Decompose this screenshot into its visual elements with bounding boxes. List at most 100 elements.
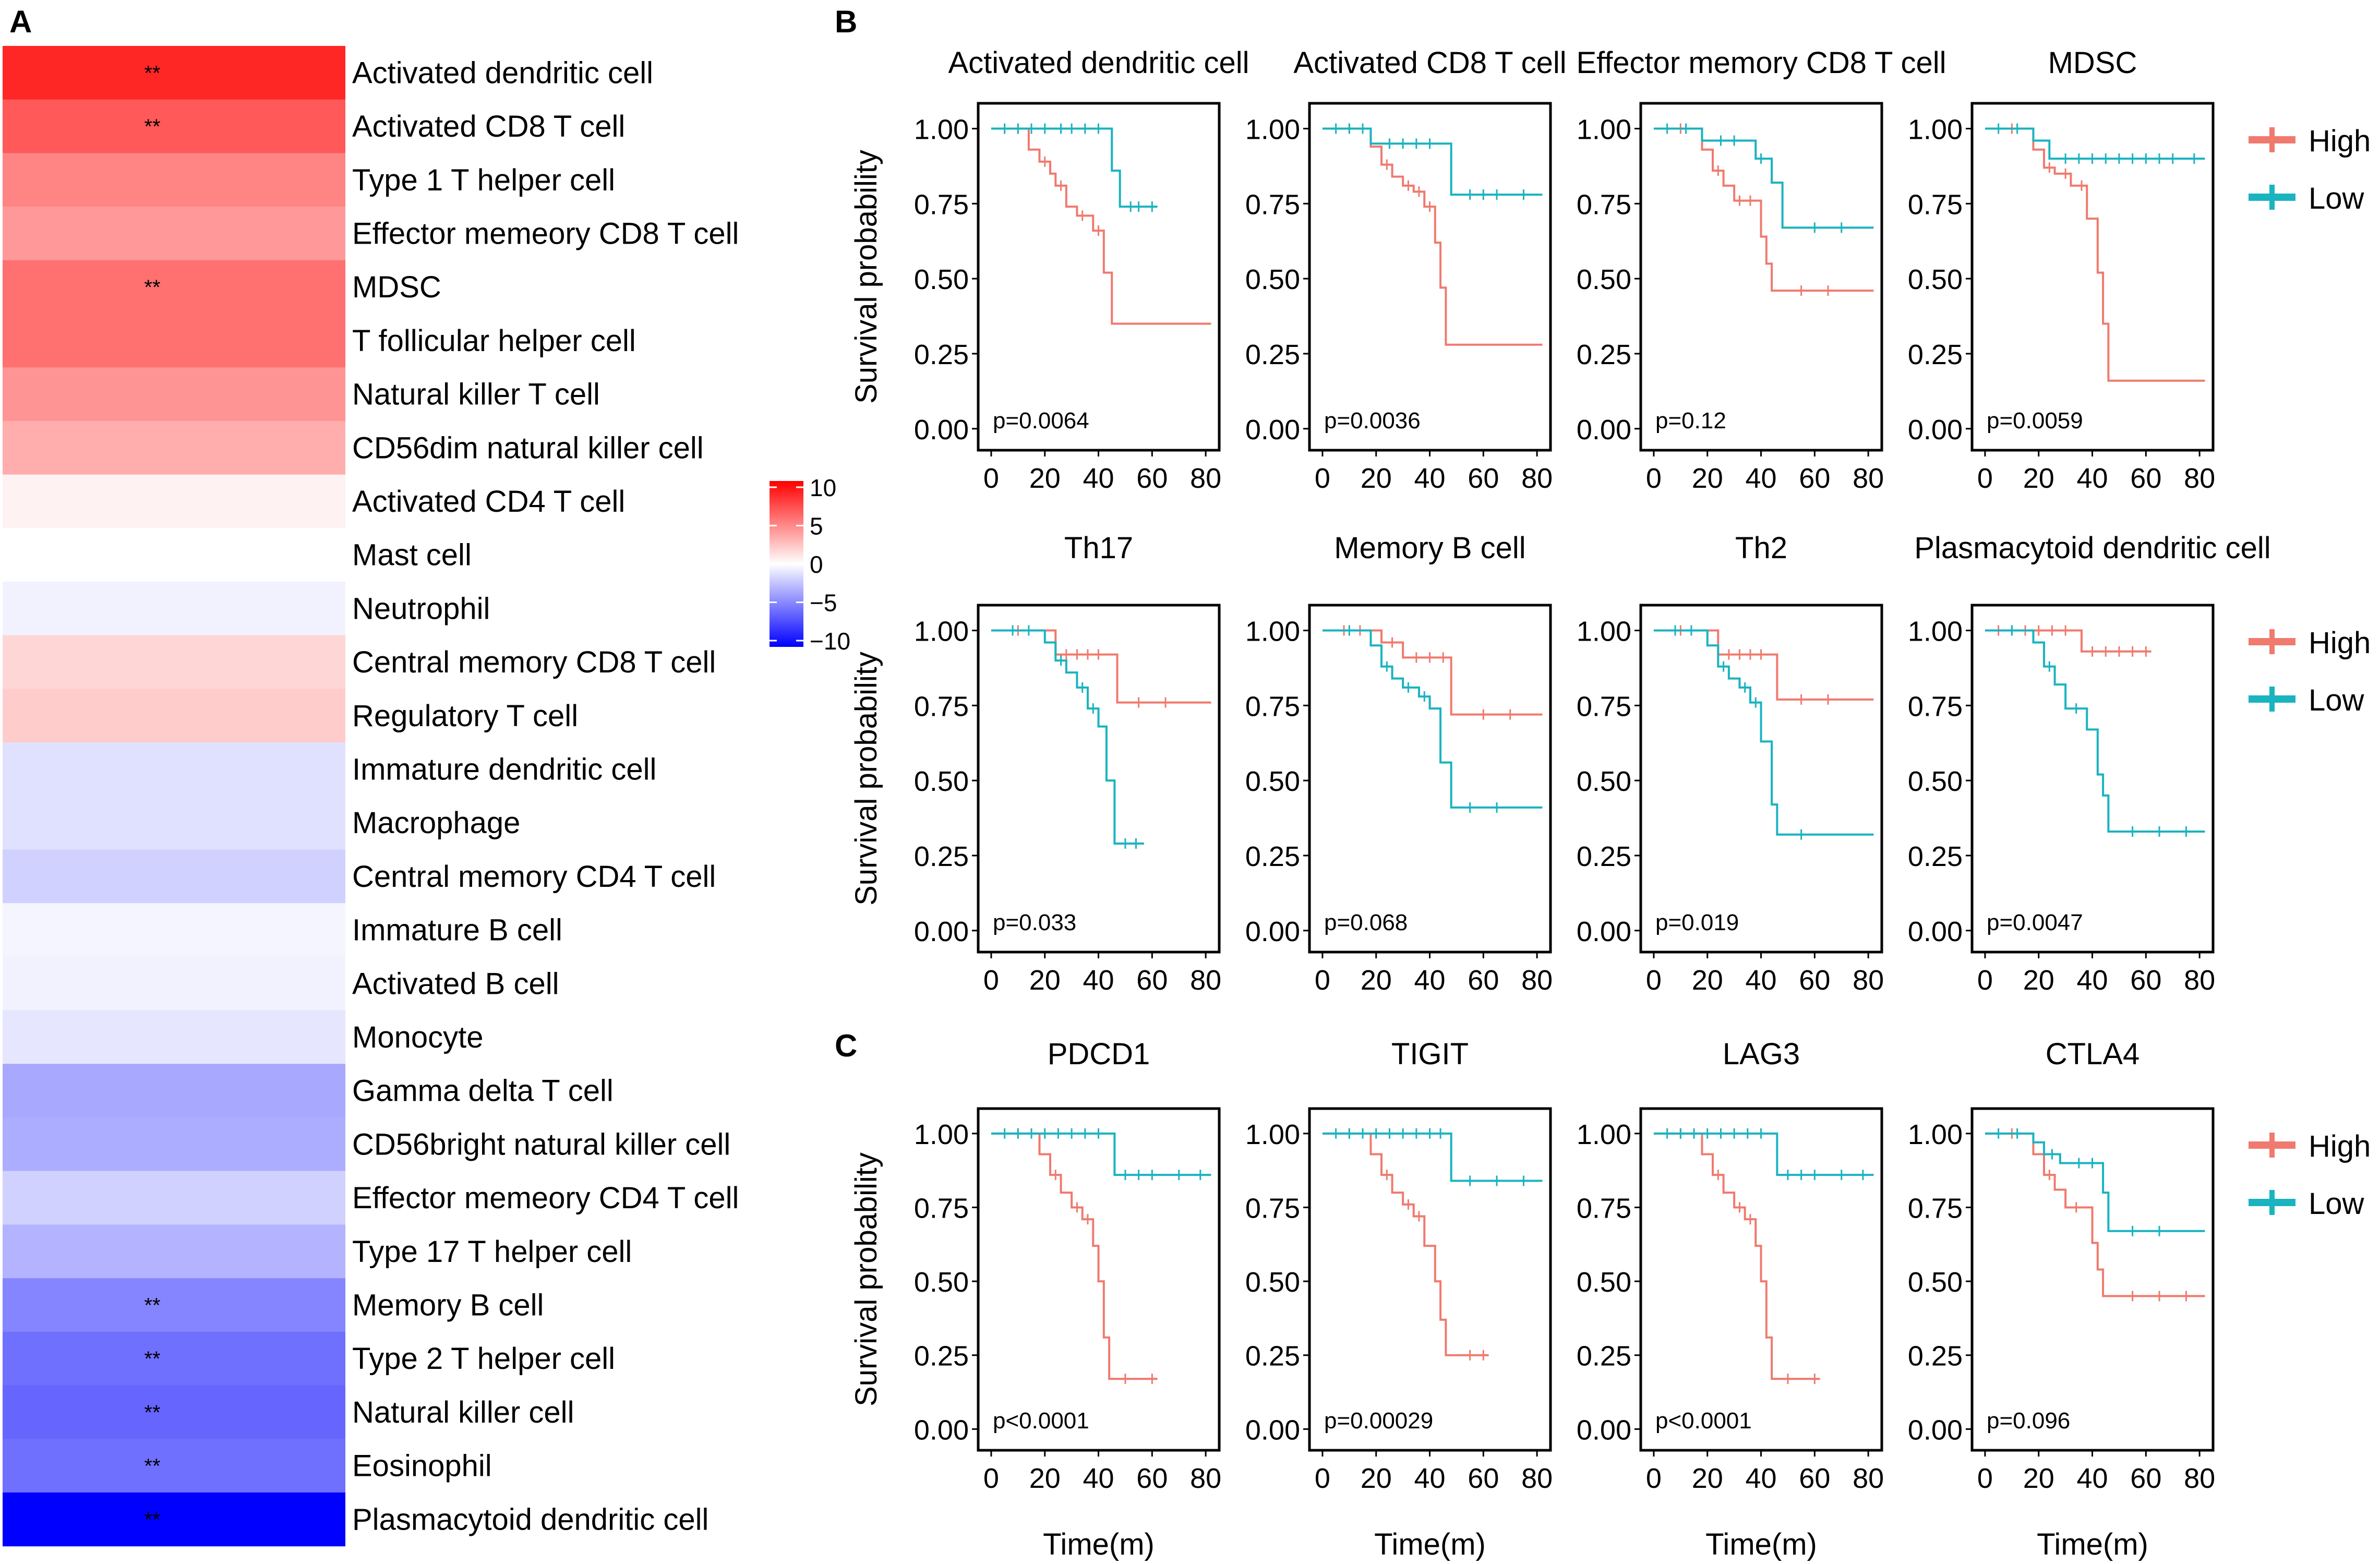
heatmap-cell-activated-cd8-t-cell [3, 99, 345, 153]
km-xtick-label: 20 [1361, 965, 1392, 996]
km-ylabel: Survival probability [849, 1152, 883, 1406]
km-xlabel: Time(m) [1374, 1527, 1486, 1561]
km-title-activated-cd8-t-cell: Activated CD8 T cell [1293, 46, 1566, 80]
km-xtick-label: 60 [1799, 463, 1830, 494]
km-title-tigit: TIGIT [1391, 1037, 1469, 1071]
heatmap-cell-activated-cd4-t-cell [3, 474, 345, 528]
heatmap-label-immature-dendritic-cell: Immature dendritic cell [352, 752, 656, 786]
km-ytick-label: 1.00 [914, 616, 969, 647]
km-ylabel: Survival probability [849, 150, 883, 404]
km-xtick-label: 80 [1521, 463, 1553, 494]
heatmap-cell-eosinophil [3, 1439, 345, 1493]
km-ytick-label: 0.25 [1908, 841, 1963, 872]
km-xtick-label: 0 [1646, 1463, 1662, 1494]
km-xtick-label: 40 [2076, 1463, 2108, 1494]
km-ytick-label: 0.00 [914, 1414, 969, 1446]
km-curve-low-th2 [1653, 629, 1874, 836]
heatmap-label-central-memory-cd4-t-cell: Central memory CD4 T cell [352, 860, 716, 894]
km-frame [1308, 604, 1552, 954]
km-xtick-label: 80 [1521, 1463, 1553, 1494]
km-ytick-label: 0.75 [1908, 1193, 1963, 1224]
km-ytick-label: 0.75 [1577, 189, 1631, 220]
km-frame [1639, 102, 1883, 452]
km-xtick-label: 20 [2023, 965, 2054, 996]
km-xtick-label: 80 [1190, 463, 1221, 494]
km-xtick-label: 60 [1136, 463, 1168, 494]
km-xtick-label: 60 [1136, 965, 1168, 996]
km-ytick-label: 0.25 [914, 841, 969, 872]
heatmap-sig-plasmacytoid-dendritic-cell: ** [144, 1508, 160, 1531]
km-pvalue-ctla4: p=0.096 [1987, 1408, 2070, 1434]
km-ytick-label: 0.75 [1577, 691, 1631, 722]
km-ytick-label: 1.00 [914, 1119, 969, 1150]
panel-label-c: C [835, 1028, 857, 1063]
km-pvalue-memory-b-cell: p=0.068 [1324, 910, 1408, 935]
km-ytick-label: 1.00 [1577, 1119, 1631, 1150]
heatmap-cell-immature-dendritic-cell [3, 742, 345, 797]
heatmap-sig-activated-dendritic-cell: ** [144, 62, 160, 85]
heatmap-cell-natural-killer-cell [3, 1385, 345, 1439]
km-xtick-label: 0 [1315, 463, 1330, 494]
km-ytick-label: 0.75 [1245, 1193, 1300, 1224]
km-ytick-label: 0.50 [1908, 264, 1963, 295]
km-curve-low-ctla4 [1985, 1132, 2205, 1232]
km-title-plasmacytoid-dendritic-cell: Plasmacytoid dendritic cell [1914, 531, 2270, 565]
km-ytick-label: 1.00 [1908, 1119, 1963, 1150]
km-xtick-label: 60 [1799, 1463, 1830, 1494]
legend-label-high: High [2309, 1129, 2371, 1163]
km-pvalue-mdsc: p=0.0059 [1987, 408, 2083, 434]
heatmap-label-cd56bright-natural-killer-cell: CD56bright natural killer cell [352, 1127, 730, 1161]
colorbar-tick-label: −5 [810, 589, 837, 617]
km-xtick-label: 60 [1136, 1463, 1168, 1494]
km-xtick-label: 20 [1361, 463, 1392, 494]
km-xtick-label: 60 [2130, 463, 2161, 494]
heatmap-label-activated-cd8-t-cell: Activated CD8 T cell [352, 110, 625, 143]
heatmap-cell-central-memory-cd8-t-cell [3, 635, 345, 689]
km-curve-high-plasmacytoid-dendritic-cell [1985, 629, 2151, 653]
heatmap-cell-macrophage [3, 796, 345, 850]
km-xlabel: Time(m) [2037, 1527, 2148, 1561]
km-ytick-label: 0.75 [1577, 1193, 1631, 1224]
heatmap-sig-activated-cd8-t-cell: ** [144, 115, 160, 138]
heatmap-label-regulatory-t-cell: Regulatory T cell [352, 699, 578, 733]
heatmap-label-natural-killer-cell: Natural killer cell [352, 1395, 574, 1429]
km-xtick-label: 20 [1361, 1463, 1392, 1494]
km-xtick-label: 0 [983, 1463, 999, 1494]
km-curve-low-th17 [991, 629, 1144, 845]
km-plot-activated-dendritic-cell: Activated dendritic cell 0.00 0.25 0.50 0.75… [914, 46, 1249, 494]
km-ytick-label: 0.00 [1577, 1414, 1631, 1446]
km-title-lag3: LAG3 [1723, 1037, 1800, 1071]
heatmap-cell-mast-cell [3, 528, 345, 582]
km-xtick-label: 40 [2076, 965, 2108, 996]
km-curve-high-activated-dendritic-cell [991, 127, 1211, 325]
km-ytick-label: 1.00 [1908, 616, 1963, 647]
legend-label-low: Low [2309, 182, 2365, 215]
km-plot-activated-cd8-t-cell: Activated CD8 T cell 0.00 0.25 0.50 0.75 1.00… [1245, 46, 1567, 494]
heatmap-label-gamma-delta-t-cell: Gamma delta T cell [352, 1074, 614, 1108]
km-title-th2: Th2 [1735, 531, 1787, 565]
km-ytick-label: 0.00 [1577, 916, 1631, 947]
km-ytick-label: 1.00 [914, 114, 969, 146]
km-ytick-label: 0.00 [914, 414, 969, 446]
km-ytick-label: 0.50 [1908, 1267, 1963, 1298]
heatmap-cell-t-follicular-helper-cell [3, 314, 345, 368]
heatmap-label-effector-memeory-cd4-t-cell: Effector memeory CD4 T cell [352, 1181, 739, 1215]
km-pvalue-effector-memory-cd8-t-cell: p=0.12 [1655, 408, 1726, 434]
colorbar-tick-label: −10 [810, 628, 850, 655]
km-title-pdcd1: PDCD1 [1048, 1037, 1150, 1071]
km-xtick-label: 80 [1853, 1463, 1884, 1494]
km-ytick-label: 0.50 [1577, 766, 1631, 797]
km-frame [1639, 604, 1883, 954]
km-curve-high-effector-memory-cd8-t-cell [1653, 127, 1874, 292]
km-ytick-label: 0.75 [1908, 691, 1963, 722]
km-ytick-label: 0.75 [1245, 691, 1300, 722]
km-pvalue-th17: p=0.033 [993, 910, 1076, 935]
km-ytick-label: 0.25 [1577, 841, 1631, 872]
km-curve-high-lag3 [1653, 1132, 1820, 1380]
km-curve-low-pdcd1 [991, 1132, 1211, 1176]
km-ytick-label: 1.00 [1245, 616, 1300, 647]
km-xtick-label: 60 [2130, 965, 2161, 996]
km-xtick-label: 80 [1521, 965, 1553, 996]
km-curve-low-mdsc [1985, 127, 2205, 160]
